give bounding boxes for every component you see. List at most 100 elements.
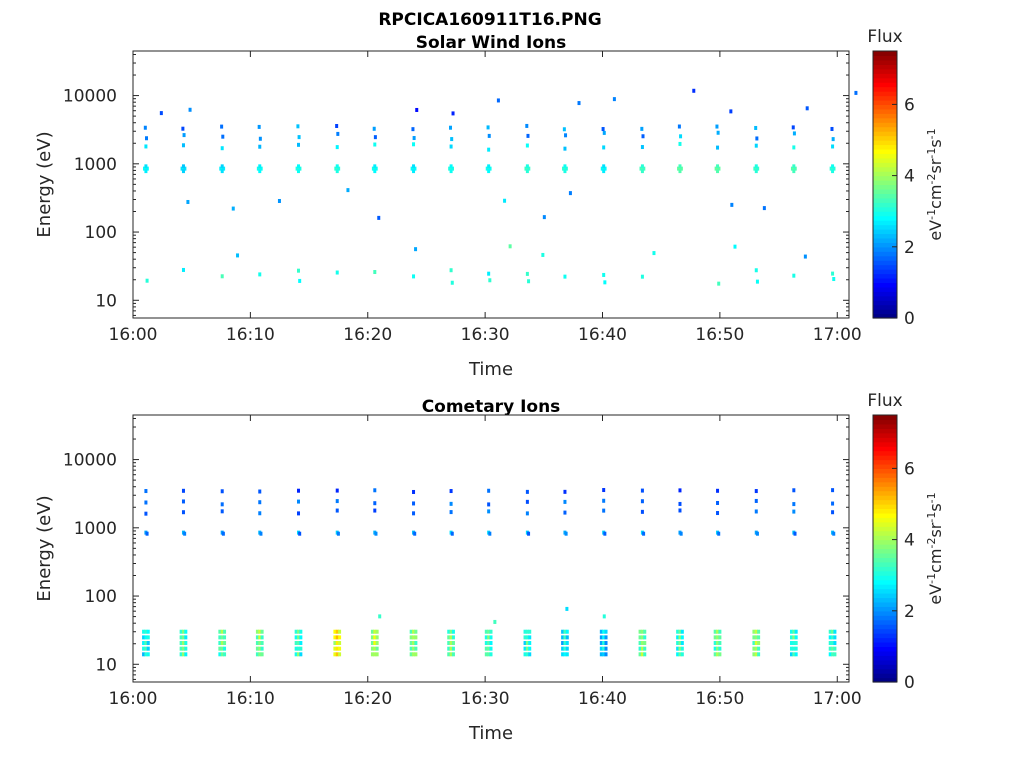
main-band-pixel (259, 531, 263, 536)
flux-pixel (525, 164, 529, 169)
low-band-pixel (260, 641, 264, 646)
data-pixels (142, 488, 837, 657)
low-band-pixel (528, 629, 532, 634)
flux-pixel (297, 142, 301, 147)
low-band-pixel (412, 646, 416, 651)
colorbar-segment (873, 477, 897, 483)
flux-pixel (716, 488, 720, 493)
low-band-pixel (142, 652, 146, 657)
main-band-pixel (413, 166, 417, 171)
colorbar-segment (873, 251, 897, 257)
low-band-pixel (565, 646, 569, 651)
figure-title: RPCICA160911T16.PNG (378, 10, 601, 30)
low-band-pixel (179, 635, 183, 640)
colorbar-segment (873, 615, 897, 621)
main-band-pixel (488, 166, 492, 171)
colorbar-segment (873, 282, 897, 288)
flux-pixel (487, 133, 491, 138)
flux-pixel (692, 88, 696, 93)
low-band-pixel (833, 646, 837, 651)
flux-pixel (716, 145, 720, 150)
low-band-pixel (792, 635, 796, 640)
flux-pixel (792, 169, 796, 174)
flux-pixel (563, 489, 567, 494)
flux-pixel (563, 169, 567, 174)
colorbar-segment (873, 561, 897, 567)
colorbar-segment (873, 610, 897, 616)
flux-pixel (803, 254, 807, 259)
low-band-pixel (181, 646, 185, 651)
low-band-pixel (447, 635, 451, 640)
low-band-pixel (604, 635, 608, 640)
main-band-pixel (337, 166, 341, 171)
flux-pixel (412, 501, 416, 506)
colorbar-tick-label: 6 (904, 95, 915, 115)
flux-pixel (525, 123, 529, 128)
low-band-pixel (184, 646, 188, 651)
colorbar-segment (873, 633, 897, 639)
low-band-pixel (258, 641, 262, 646)
low-band-pixel (220, 652, 224, 657)
flux-pixel (181, 499, 185, 504)
colorbar-segment (873, 77, 897, 83)
colorbar-segment (873, 202, 897, 208)
low-band-pixel (716, 646, 720, 651)
low-band-pixel (223, 641, 227, 646)
flux-pixel (640, 169, 644, 174)
flux-pixel (791, 125, 795, 130)
colorbar-segment (873, 624, 897, 630)
flux-pixel (716, 169, 720, 174)
low-band-pixel (489, 635, 493, 640)
flux-pixel (677, 124, 681, 129)
colorbar-tick-label: 2 (904, 238, 915, 258)
colorbar-segment (873, 59, 897, 65)
low-band-pixel (146, 635, 150, 640)
panel-cometary: Cometary Ions 16:00 16:10 16:20 16:30 16:40 16… (34, 391, 945, 744)
low-band-pixel (181, 267, 185, 272)
flux-pixel (258, 169, 262, 174)
low-band-pixel (717, 281, 721, 286)
colorbar-segment (873, 415, 897, 421)
low-band-pixel (643, 635, 647, 640)
low-band-pixel (525, 646, 529, 651)
low-band-pixel (409, 641, 413, 646)
low-band-pixel (757, 629, 761, 634)
flux-pixel (449, 489, 453, 494)
panel-title: Cometary Ions (422, 397, 561, 417)
flux-pixel (258, 489, 262, 494)
colorbar-segment (873, 579, 897, 585)
colorbar: 0 2 4 6 Flux eV-1cm-2sr-1s-1 (867, 27, 945, 329)
low-band-pixel (523, 646, 527, 651)
low-band-pixel (338, 629, 342, 634)
low-band-pixel (146, 646, 150, 651)
main-band-pixel (450, 531, 454, 536)
low-band-pixel (602, 652, 606, 657)
low-band-pixel (255, 652, 259, 657)
flux-pixel (449, 501, 453, 506)
panel-title: Solar Wind Ions (416, 33, 567, 53)
colorbar-segment (873, 508, 897, 514)
low-band-pixel (638, 641, 642, 646)
flux-pixel (755, 136, 759, 141)
flux-pixel (678, 141, 682, 146)
colorbar-segment (873, 113, 897, 119)
low-band-pixel (258, 629, 262, 634)
flux-pixel (564, 133, 568, 138)
y-tick-label: 10 (95, 655, 117, 675)
low-band-pixel (370, 652, 374, 657)
colorbar-segment (873, 95, 897, 101)
flux-pixel (372, 126, 376, 131)
colorbar-segment (873, 490, 897, 496)
low-band-pixel (833, 635, 837, 640)
colorbar-segment (873, 91, 897, 97)
flux-pixel (159, 111, 163, 116)
low-band-pixel (523, 641, 527, 646)
flux-pixel (640, 126, 644, 131)
low-band-pixel (333, 646, 337, 651)
x-tick-label: 16:20 (343, 325, 392, 345)
colorbar-segment (873, 601, 897, 607)
low-band-pixel (794, 629, 798, 634)
low-band-pixel (561, 641, 565, 646)
flux-pixel (144, 136, 148, 141)
low-band-pixel (294, 641, 298, 646)
